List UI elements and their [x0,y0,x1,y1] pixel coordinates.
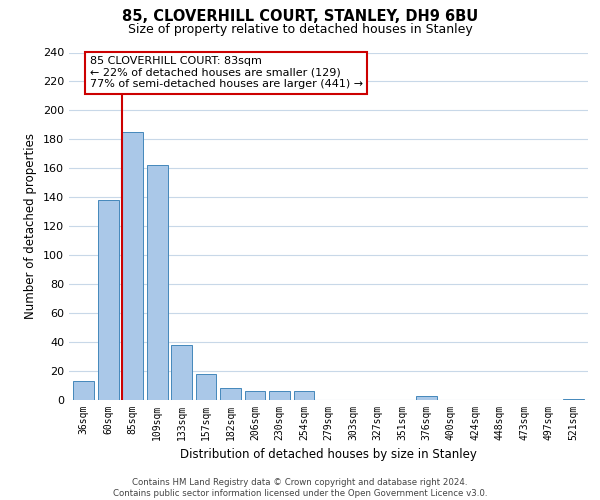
Bar [563,398,584,400]
Bar [220,388,241,400]
Bar [245,392,265,400]
Text: Size of property relative to detached houses in Stanley: Size of property relative to detached ho… [128,22,472,36]
Bar [196,374,217,400]
Bar [416,396,437,400]
Bar [147,166,167,400]
Y-axis label: Number of detached properties: Number of detached properties [25,133,37,320]
Bar [122,132,143,400]
Bar [293,392,314,400]
Bar [171,345,192,400]
Text: 85 CLOVERHILL COURT: 83sqm
← 22% of detached houses are smaller (129)
77% of sem: 85 CLOVERHILL COURT: 83sqm ← 22% of deta… [90,56,363,89]
Text: Contains HM Land Registry data © Crown copyright and database right 2024.
Contai: Contains HM Land Registry data © Crown c… [113,478,487,498]
Bar [269,392,290,400]
Text: 85, CLOVERHILL COURT, STANLEY, DH9 6BU: 85, CLOVERHILL COURT, STANLEY, DH9 6BU [122,9,478,24]
X-axis label: Distribution of detached houses by size in Stanley: Distribution of detached houses by size … [180,448,477,462]
Bar [73,381,94,400]
Bar [98,200,119,400]
